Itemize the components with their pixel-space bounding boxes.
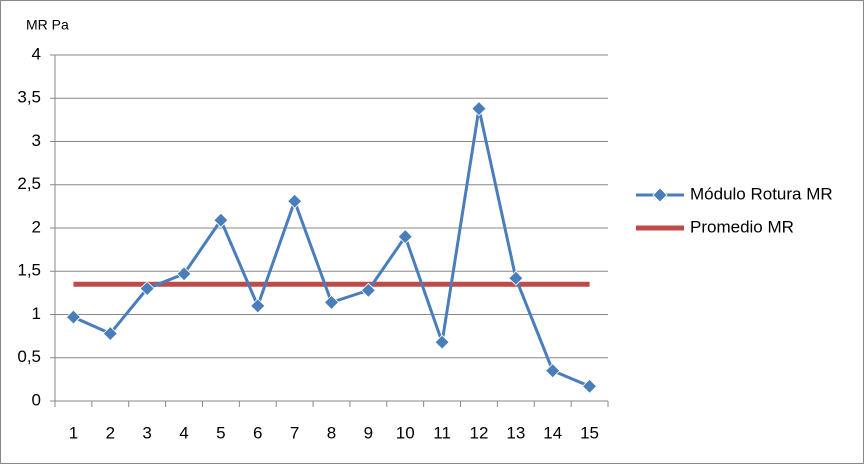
point-marker bbox=[102, 325, 118, 342]
point-marker bbox=[508, 270, 524, 286]
point-marker bbox=[176, 266, 192, 282]
legend-label: Módulo Rotura MR bbox=[690, 184, 833, 203]
y-tick-label: 2,5 bbox=[17, 174, 41, 193]
point-marker bbox=[250, 298, 266, 314]
y-tick-label: 3,5 bbox=[17, 88, 41, 107]
legend-marker bbox=[652, 187, 668, 203]
x-tick-label: 12 bbox=[470, 423, 489, 442]
point-marker bbox=[582, 378, 598, 394]
x-tick-label: 6 bbox=[253, 423, 262, 442]
x-tick-label: 3 bbox=[142, 423, 151, 442]
x-tick-label: 1 bbox=[69, 423, 78, 442]
point-marker bbox=[397, 229, 413, 245]
y-tick-label: 4 bbox=[32, 44, 41, 63]
x-tick-label: 7 bbox=[290, 423, 299, 442]
point-marker bbox=[323, 294, 340, 310]
y-tick-label: 1 bbox=[32, 304, 41, 323]
y-tick-label: 2 bbox=[32, 217, 41, 236]
point-marker bbox=[213, 212, 229, 228]
x-tick-label: 14 bbox=[543, 423, 562, 442]
x-tick-label: 15 bbox=[580, 423, 599, 442]
point-marker bbox=[545, 363, 561, 379]
point-marker bbox=[471, 101, 487, 117]
y-tick-label: 3 bbox=[32, 131, 41, 150]
x-tick-label: 5 bbox=[216, 423, 225, 442]
y-axis-label: MR Pa bbox=[26, 17, 69, 33]
point-marker bbox=[434, 334, 450, 350]
point-marker bbox=[287, 193, 303, 209]
point-marker bbox=[360, 282, 376, 298]
legend-label: Promedio MR bbox=[690, 217, 794, 236]
y-tick-label: 0,5 bbox=[17, 347, 41, 366]
point-marker bbox=[65, 309, 81, 325]
x-tick-label: 11 bbox=[433, 423, 451, 442]
x-tick-label: 13 bbox=[506, 423, 525, 442]
point-marker bbox=[139, 280, 155, 297]
x-tick-label: 4 bbox=[179, 423, 188, 442]
y-tick-label: 1,5 bbox=[17, 261, 41, 280]
x-tick-label: 2 bbox=[106, 423, 115, 442]
x-tick-label: 8 bbox=[327, 423, 336, 442]
x-tick-label: 10 bbox=[396, 423, 415, 442]
x-tick-label: 9 bbox=[364, 423, 373, 442]
y-tick-label: 0 bbox=[32, 390, 41, 409]
